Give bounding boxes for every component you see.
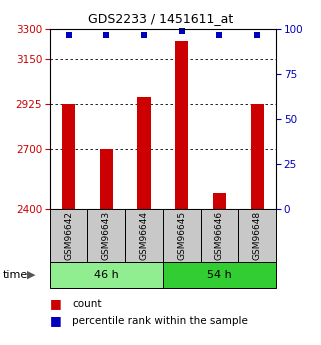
Text: GSM96646: GSM96646 <box>215 211 224 260</box>
Bar <box>137 97 151 209</box>
Text: GSM96645: GSM96645 <box>177 211 186 260</box>
Bar <box>87 209 125 262</box>
Bar <box>251 104 264 209</box>
Text: GSM96648: GSM96648 <box>253 211 262 260</box>
Text: GSM96644: GSM96644 <box>140 211 149 260</box>
Bar <box>62 104 75 209</box>
Bar <box>50 209 87 262</box>
Text: 46 h: 46 h <box>94 270 119 280</box>
Text: ■: ■ <box>50 297 62 310</box>
Text: percentile rank within the sample: percentile rank within the sample <box>72 316 248 326</box>
Bar <box>163 262 276 288</box>
Bar <box>50 262 163 288</box>
Bar <box>201 209 238 262</box>
Bar <box>213 193 226 209</box>
Text: GSM96643: GSM96643 <box>102 211 111 260</box>
Bar <box>238 209 276 262</box>
Text: count: count <box>72 299 102 308</box>
Bar <box>175 41 188 209</box>
Text: time: time <box>3 270 29 280</box>
Text: ■: ■ <box>50 314 62 327</box>
Text: GDS2233 / 1451611_at: GDS2233 / 1451611_at <box>88 12 233 25</box>
Bar <box>163 209 201 262</box>
Bar <box>125 209 163 262</box>
Text: ▶: ▶ <box>27 270 36 280</box>
Text: 54 h: 54 h <box>207 270 232 280</box>
Bar <box>100 149 113 209</box>
Text: GSM96642: GSM96642 <box>64 211 73 260</box>
